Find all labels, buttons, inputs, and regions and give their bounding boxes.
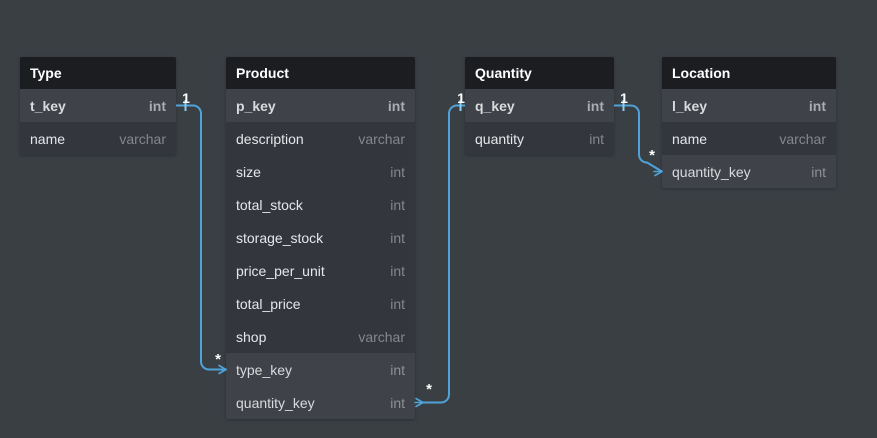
svg-text:*: * (426, 381, 432, 398)
svg-text:1: 1 (457, 90, 465, 106)
svg-text:1: 1 (620, 90, 628, 106)
svg-text:1: 1 (182, 90, 190, 106)
svg-text:*: * (649, 147, 655, 164)
svg-text:*: * (215, 351, 221, 368)
